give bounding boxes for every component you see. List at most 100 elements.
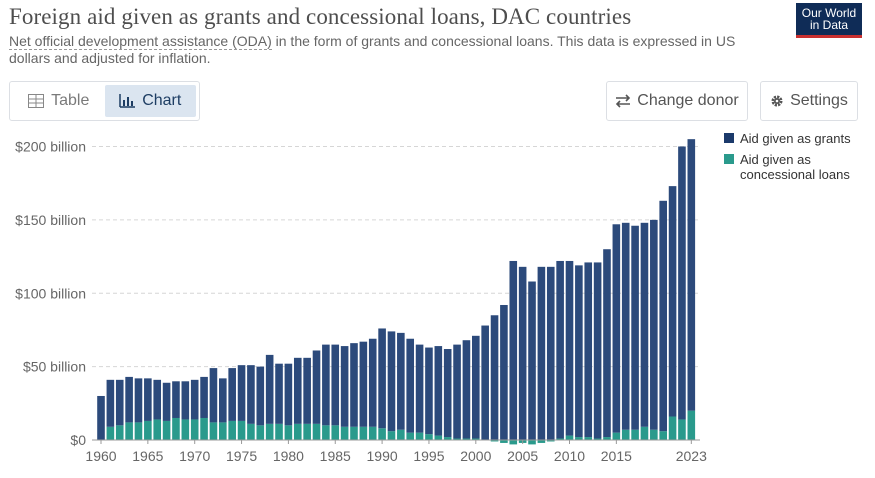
bar-loans <box>528 440 536 445</box>
bar-loans <box>275 423 283 440</box>
tab-chart[interactable]: Chart <box>104 85 196 117</box>
bar-grants <box>293 357 302 424</box>
settings-label: Settings <box>790 92 848 109</box>
bar-loans <box>490 440 499 442</box>
bar-grants <box>518 266 527 440</box>
x-tick-label: 2023 <box>676 448 707 464</box>
bar-loans <box>415 432 424 440</box>
bar-loans <box>434 435 443 440</box>
bar-grants <box>162 382 171 421</box>
bar-loans <box>453 438 461 440</box>
bar-grants <box>331 344 340 426</box>
x-tick-label: 1980 <box>273 448 304 464</box>
bar-grants <box>387 331 396 432</box>
bar-loans <box>209 422 218 440</box>
bar-loans <box>575 437 583 440</box>
owid-logo[interactable]: Our World in Data <box>796 3 862 38</box>
legend-item-grants[interactable]: Aid given as grants <box>724 131 860 146</box>
y-tick-label: $50 billion <box>23 359 86 375</box>
tab-table[interactable]: Table <box>13 85 105 117</box>
bar-loans <box>650 429 658 440</box>
bar-grants <box>350 343 358 427</box>
bar-grants <box>537 266 546 440</box>
bar-grants <box>659 200 667 432</box>
x-tick-label: 1965 <box>132 448 163 464</box>
logo-line-1: Our World <box>801 6 857 20</box>
bar-grants <box>190 379 199 420</box>
bar-loans <box>584 437 593 440</box>
bar-loans <box>322 425 330 440</box>
bar-grants <box>472 335 480 439</box>
bar-loans <box>181 419 190 440</box>
bar-grants <box>490 315 499 440</box>
bar-loans <box>237 420 246 440</box>
bar-grants <box>181 381 190 420</box>
tab-table-label: Table <box>51 92 90 109</box>
tab-chart-label: Chart <box>142 92 182 109</box>
bar-grants <box>593 262 602 439</box>
bar-loans <box>256 425 265 440</box>
bar-grants <box>687 139 696 411</box>
bar-grants <box>603 249 611 438</box>
logo-line-2: in Data <box>809 18 849 32</box>
legend-item-loans[interactable]: Aid given as concessional loans <box>724 152 860 182</box>
bar-loans <box>546 440 555 442</box>
gear-icon <box>771 95 783 107</box>
y-tick-label: $100 billion <box>15 285 86 301</box>
bar-loans <box>368 426 377 440</box>
bar-grants <box>97 395 105 440</box>
bar-loans <box>556 438 564 440</box>
bar-loans <box>125 422 133 440</box>
bar-grants <box>340 346 349 427</box>
change-donor-button[interactable]: Change donor <box>606 81 748 121</box>
bar-loans <box>219 422 227 440</box>
bar-loans <box>387 431 396 440</box>
bar-loans <box>472 438 480 440</box>
legend-label-grants: Aid given as grants <box>740 131 851 146</box>
bar-loans <box>228 420 236 440</box>
bar-grants <box>134 378 143 423</box>
bar-grants <box>256 366 265 426</box>
bar-loans <box>687 410 696 440</box>
bar-loans <box>668 416 677 440</box>
chart-area: $0 $50 billion $100 billion $150 billion $20… <box>15 139 707 465</box>
bar-loans <box>134 422 143 440</box>
bar-loans <box>303 423 311 440</box>
oda-definition-link[interactable]: Net official development assistance (ODA… <box>9 33 272 50</box>
bar-grants <box>125 376 133 423</box>
legend-swatch-grants <box>724 133 734 143</box>
bar-grants <box>415 344 424 433</box>
bar-grants <box>200 376 208 418</box>
bar-loans <box>350 426 358 440</box>
bar-loans <box>172 417 180 440</box>
bar-loans <box>190 419 199 440</box>
legend-label-loans: Aid given as concessional loans <box>740 152 850 182</box>
bar-grants <box>425 347 433 435</box>
bar-loans <box>565 435 574 440</box>
bar-grants <box>443 349 452 438</box>
bar-grants <box>556 260 564 439</box>
bar-loans <box>162 420 171 440</box>
bar-loans <box>425 434 433 440</box>
bar-grants <box>247 365 255 424</box>
settings-button[interactable]: Settings <box>760 81 858 121</box>
bar-loans <box>500 440 508 443</box>
bar-grants <box>209 368 218 423</box>
bar-loans <box>378 428 386 440</box>
bar-loans <box>284 425 293 440</box>
bar-grants <box>565 260 574 436</box>
swap-arrows-icon <box>616 94 631 108</box>
bar-grants <box>453 344 461 439</box>
x-tick-label: 2000 <box>460 448 491 464</box>
bar-loans <box>144 420 152 440</box>
x-tick-label: 2015 <box>601 448 632 464</box>
chart-subtitle: Net official development assistance (ODA… <box>9 33 769 67</box>
bar-grants <box>650 219 658 430</box>
legend-swatch-loans <box>724 154 734 164</box>
bar-grants <box>378 328 386 429</box>
bar-grants <box>528 281 536 440</box>
bar-grants <box>434 346 443 436</box>
bar-grants <box>546 266 555 440</box>
bar-grants <box>509 260 518 440</box>
bar-loans <box>312 423 321 440</box>
